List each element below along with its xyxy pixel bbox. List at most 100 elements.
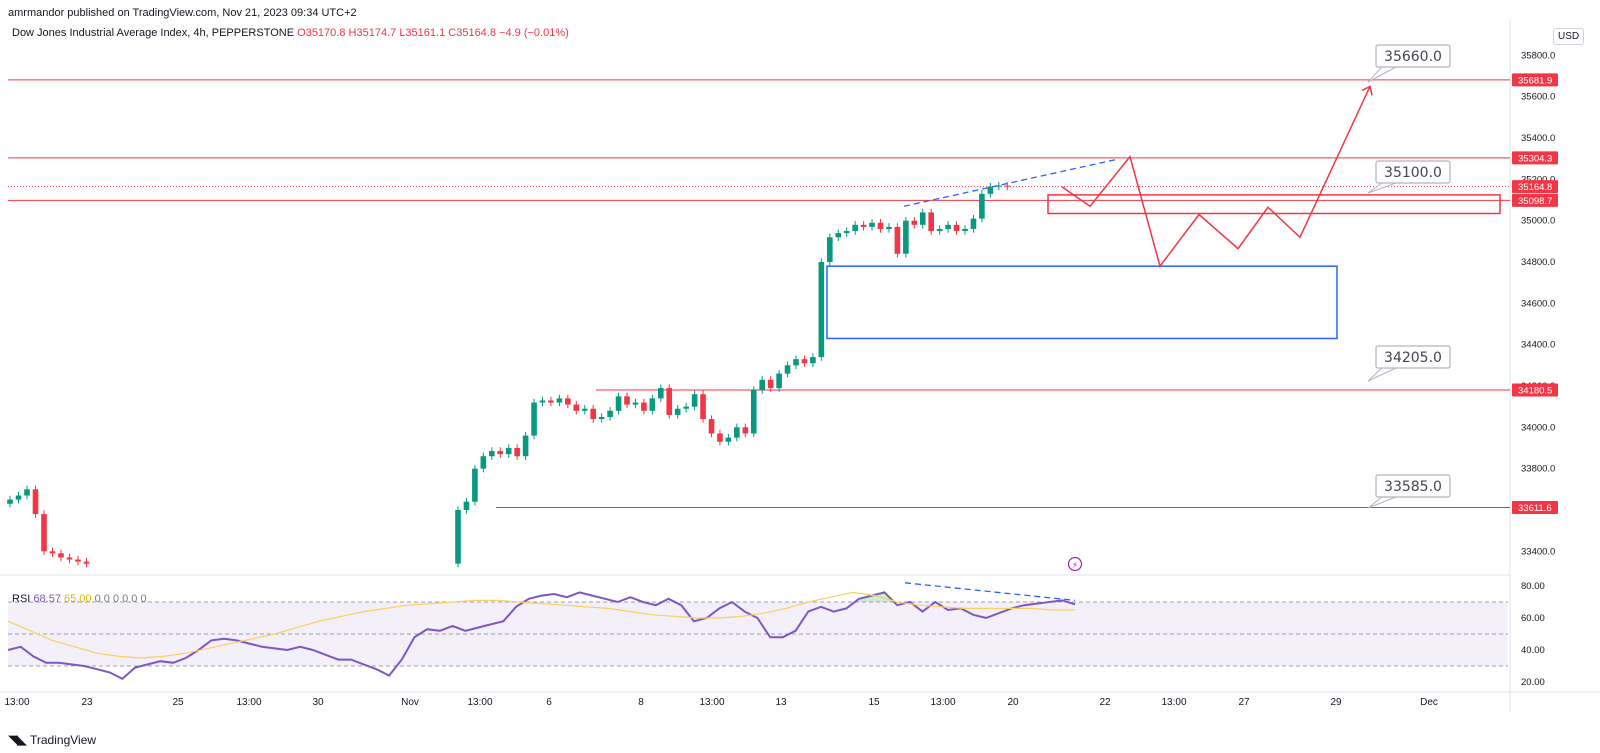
time-axis-tick: 30 (312, 697, 324, 708)
candle-body (996, 185, 1002, 187)
currency-button[interactable]: USD (1553, 28, 1585, 45)
tradingview-mark-icon: ◥◣ (8, 732, 27, 747)
candle (573, 400, 580, 415)
candle-body (835, 233, 842, 238)
candle (480, 452, 487, 473)
candle-body (700, 394, 706, 420)
symbol-legend: Dow Jones Industrial Average Index, 4h, … (12, 27, 569, 39)
price-axis-tick: 35200.0 (1521, 174, 1555, 185)
candle (911, 216, 918, 229)
event-marker-circle (1067, 556, 1083, 572)
tradingview-brand: TradingView (30, 733, 97, 747)
price-trendline (903, 159, 1116, 207)
time-axis-tick: 13:00 (1161, 697, 1186, 708)
callout-pointer (1367, 66, 1397, 83)
time-axis-tick: 6 (546, 697, 552, 708)
candle-body (877, 222, 884, 229)
high-value: H35174.7 (348, 27, 397, 39)
candle-body (759, 379, 765, 391)
candle-body (683, 406, 689, 409)
price-axis-tick: 35800.0 (1521, 50, 1555, 61)
price-tag-bg (1512, 193, 1558, 207)
time-axis-tick: 22 (1099, 697, 1111, 708)
candle (894, 223, 901, 258)
rsi-trendline (904, 582, 1076, 602)
candle-body (522, 435, 529, 457)
candle (539, 396, 546, 407)
candle-body (750, 390, 757, 434)
candle-body (548, 400, 554, 403)
time-axis-tick: 27 (1238, 697, 1250, 708)
price-axis-tick: 34000.0 (1521, 422, 1555, 433)
candle-body (531, 402, 537, 436)
callout-pointer (1367, 496, 1397, 509)
rsi-overbought-fill (859, 592, 910, 602)
candle-body (776, 373, 782, 389)
time-axis-tick: 23 (81, 697, 93, 708)
candle (759, 376, 765, 394)
candle (970, 214, 977, 233)
candle-body (1004, 185, 1011, 187)
rsi-ma-line (7, 591, 1075, 659)
time-axis-tick: 13:00 (699, 697, 724, 708)
candle (83, 557, 90, 568)
candle-body (987, 186, 994, 194)
candle-body (962, 228, 968, 232)
candle-body (15, 495, 22, 500)
last-price-tag: 35164.8 (1512, 180, 1558, 194)
candle-body (598, 416, 605, 420)
candle-body (615, 396, 622, 411)
candle-body (911, 220, 918, 225)
last-price-tag-label: 35164.8 (1518, 182, 1552, 193)
candle-body (894, 226, 901, 254)
price-axis-tick: 35600.0 (1521, 92, 1555, 103)
price-axis-tick: 33400.0 (1521, 546, 1555, 557)
candle (548, 396, 554, 407)
candle-body (607, 410, 613, 417)
tradingview-logo[interactable]: ◥◣ TradingView (8, 732, 96, 748)
low-value: L35161.1 (399, 27, 446, 39)
candle-body (641, 402, 647, 411)
candle-body (852, 224, 858, 232)
time-axis-tick: 25 (172, 697, 184, 708)
candle (658, 384, 664, 403)
candle (489, 447, 495, 460)
candle-body (843, 231, 850, 234)
candle-body (7, 499, 13, 504)
price-tag-label: 35304.3 (1518, 153, 1552, 164)
candle (514, 444, 520, 460)
price-tag-label: 33611.6 (1518, 503, 1552, 514)
candle-body (767, 379, 774, 389)
candle-body (83, 561, 90, 564)
candle (66, 553, 73, 564)
price-axis-tick: 34800.0 (1521, 257, 1555, 268)
callout-text: 33585.0 (1384, 479, 1442, 495)
rsi-axis-tick: 80.00 (1521, 581, 1545, 592)
candle-body (590, 408, 596, 420)
candle (869, 219, 875, 231)
time-axis-tick: 13:00 (4, 697, 29, 708)
candle (784, 361, 791, 378)
candle-body (953, 224, 960, 232)
candle-body (869, 222, 875, 227)
resistance-box (1047, 194, 1501, 215)
candle (58, 549, 64, 562)
candle (750, 386, 757, 438)
candle (987, 182, 994, 198)
candle (734, 423, 740, 442)
time-axis-tick: 15 (868, 697, 880, 708)
price-tag-label: 34180.5 (1518, 386, 1552, 397)
candle (607, 407, 613, 421)
candle (455, 506, 461, 568)
candle-body (979, 193, 985, 219)
candle-body (581, 408, 588, 411)
candle-body (32, 489, 39, 515)
callout-text: 34205.0 (1384, 350, 1442, 366)
price-tag: 33611.6 (1512, 501, 1558, 515)
candle (24, 485, 30, 500)
symbol-title[interactable]: Dow Jones Industrial Average Index, 4h, … (12, 27, 295, 39)
candle (75, 555, 81, 566)
candle-body (66, 557, 73, 560)
candle (700, 390, 706, 423)
